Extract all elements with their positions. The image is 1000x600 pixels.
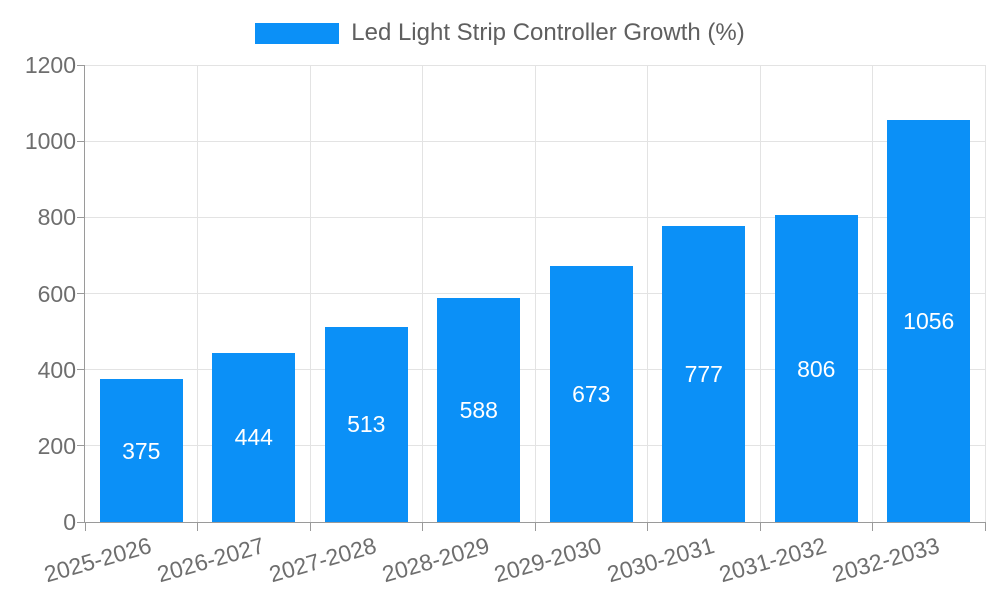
x-tick-mark [647,522,648,531]
x-tick-label: 2032-2033 [829,532,942,588]
x-tick-label: 2027-2028 [266,532,380,588]
gridline-vertical [534,65,536,522]
x-tick-mark [422,522,423,531]
x-tick-mark [872,522,873,531]
legend-label: Led Light Strip Controller Growth (%) [351,19,745,46]
gridline-vertical [759,65,761,522]
bar[interactable]: 806 [774,215,858,522]
x-tick-label: 2025-2026 [41,532,155,588]
bar-value-label: 777 [684,361,723,388]
y-tick-mark [77,445,85,447]
bar[interactable]: 444 [212,352,296,522]
x-tick-mark [84,522,86,531]
y-tick-mark [77,64,85,66]
y-tick-label: 1000 [24,128,76,155]
x-tick-label: 2031-2032 [716,532,830,588]
y-tick-mark [77,216,85,218]
x-tick-mark [759,522,761,531]
legend-item[interactable]: Led Light Strip Controller Growth (%) [0,18,1000,48]
bar-value-label: 1056 [903,307,955,334]
y-tick-label: 200 [37,432,76,459]
bar[interactable]: 777 [662,226,746,522]
x-axis-line [85,522,985,523]
x-tick-label: 2026-2027 [154,532,267,588]
gridline-vertical [647,65,648,522]
x-tick-label: 2029-2030 [491,532,605,588]
y-tick-label: 0 [63,509,76,535]
bar[interactable]: 513 [324,326,408,522]
x-tick-mark [984,522,986,531]
bar[interactable]: 375 [99,379,183,522]
y-tick-mark [77,140,85,142]
y-axis-line [84,65,85,523]
bar-value-label: 375 [122,437,161,464]
gridline-vertical [197,65,198,522]
y-tick-label: 1200 [24,52,76,78]
x-tick-label: 2028-2029 [379,532,492,588]
x-tick-mark [309,522,311,531]
bar-value-label: 806 [797,355,836,382]
y-tick-mark [77,293,85,294]
bar[interactable]: 673 [549,265,633,522]
y-tick-mark [77,521,85,523]
gridline-vertical [309,65,311,522]
y-tick-label: 400 [37,356,76,383]
y-tick-mark [77,369,85,371]
gridline-vertical [872,65,873,522]
x-tick-mark [197,522,198,531]
legend-swatch [255,22,340,44]
gridline-vertical [422,65,423,522]
bar-value-label: 588 [459,397,498,424]
gridline-vertical [984,65,986,522]
bar-value-label: 673 [572,380,611,407]
bar-value-label: 513 [347,411,386,438]
y-tick-label: 800 [37,204,76,231]
x-tick-label: 2030-2031 [604,532,717,588]
bar-value-label: 444 [234,424,273,451]
bar[interactable]: 1056 [887,119,971,522]
bar[interactable]: 588 [437,298,521,522]
y-tick-label: 600 [37,280,76,307]
x-tick-mark [534,522,536,531]
